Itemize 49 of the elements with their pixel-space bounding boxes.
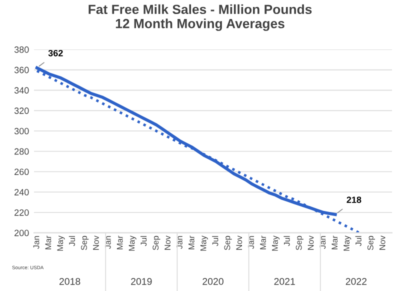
x-tick-label: May bbox=[200, 236, 208, 251]
y-tick-label: 280 bbox=[14, 148, 29, 155]
x-tick-label: Jul bbox=[355, 236, 362, 246]
x-tick-label: Jan bbox=[105, 236, 111, 249]
y-tick-label: 200 bbox=[14, 230, 29, 236]
line-series bbox=[36, 70, 360, 233]
chart-title: Fat Free Milk Sales - Million Pounds 12 Month Moving Averages bbox=[88, 4, 312, 31]
x-tick-label: Sep bbox=[296, 236, 304, 250]
x-tick-label: Jul bbox=[212, 236, 218, 246]
x-tick-label: Sep bbox=[367, 236, 375, 250]
data-label: 218 bbox=[346, 196, 362, 203]
x-tick-label: May bbox=[272, 236, 280, 251]
x-tick-label: Sep bbox=[152, 236, 160, 250]
x-tick-label: Nov bbox=[236, 236, 242, 250]
y-tick-label: 260 bbox=[14, 168, 29, 176]
x-tick-label: Mar bbox=[332, 236, 338, 250]
y-tick-label: 300 bbox=[14, 128, 29, 134]
y-tick-label: 360 bbox=[14, 66, 29, 74]
x-tick-label: Mar bbox=[188, 236, 194, 250]
x-tick-label: Sep bbox=[81, 236, 89, 250]
text: 2019 bbox=[131, 278, 152, 285]
y-tick-label: 220 bbox=[14, 209, 29, 216]
x-tick-label: Jan bbox=[248, 236, 254, 249]
x-tick-label: Mar bbox=[260, 236, 266, 250]
y-tick-label: 380 bbox=[14, 46, 29, 53]
text: 2021 bbox=[274, 278, 295, 285]
x-tick-label: Sep bbox=[224, 236, 232, 250]
y-tick-label: 320 bbox=[14, 108, 29, 114]
x-tick-label: May bbox=[57, 236, 65, 251]
x-tick-label: Jul bbox=[284, 236, 290, 246]
x-tick-label: Nov bbox=[93, 236, 99, 250]
y-tick-label: 340 bbox=[14, 87, 29, 94]
x-tick-label: Jul bbox=[68, 236, 76, 246]
x-tick-label: Mar bbox=[45, 236, 52, 250]
x-tick-label: Nov bbox=[379, 236, 386, 250]
x-tick-label: Nov bbox=[164, 236, 170, 250]
x-tick-label: Jan bbox=[176, 236, 182, 249]
y-tick-label: 240 bbox=[14, 189, 29, 196]
text: 2022 bbox=[346, 278, 367, 285]
x-tick-label: Jan bbox=[33, 236, 40, 249]
text: 2018 bbox=[59, 278, 80, 285]
x-tick-label: Nov bbox=[308, 236, 314, 250]
x-tick-label: Jul bbox=[140, 236, 147, 246]
x-tick-label: Mar bbox=[116, 236, 123, 250]
x-tick-label: Jan bbox=[320, 236, 326, 249]
x-tick-label: May bbox=[344, 236, 352, 251]
text: 2020 bbox=[202, 278, 224, 285]
data-label: 362 bbox=[48, 50, 63, 56]
x-tick-label: May bbox=[128, 236, 136, 251]
